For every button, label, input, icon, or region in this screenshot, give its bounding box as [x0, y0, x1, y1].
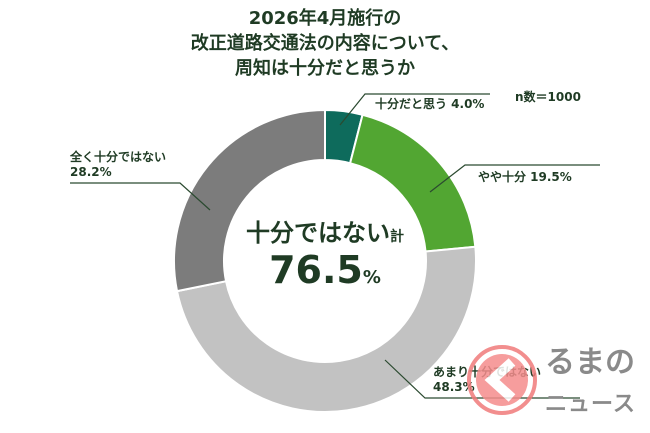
donut-slice-2	[175, 245, 477, 413]
center-label: 十分ではない計	[225, 218, 425, 252]
slice-label-3: 全く十分ではない 28.2%	[70, 150, 166, 180]
slice-label-0: 十分だと思う 4.0%	[375, 97, 485, 111]
title-line-3: 周知は十分だと思うか	[235, 58, 415, 79]
center-value-number: 76.5	[269, 248, 363, 292]
watermark-text: るまの	[545, 345, 635, 380]
watermark-text-2: ニュース	[545, 392, 636, 417]
center-label-text: 十分ではない	[246, 219, 390, 247]
sample-size-note: n数＝1000	[515, 90, 581, 104]
center-value-unit: %	[362, 267, 381, 288]
chart-title: 2026年4月施行の 改正道路交通法の内容について、 周知は十分だと思うか	[0, 6, 650, 81]
slice-label-2-value: 48.3%	[433, 380, 475, 394]
donut-slice-3	[173, 108, 326, 293]
center-label-suffix: 計	[390, 229, 404, 245]
watermark-logo-icon	[467, 345, 537, 415]
leader-line-0	[339, 93, 490, 126]
slice-label-3-name: 全く十分ではない	[70, 150, 167, 164]
slice-label-1: やや十分 19.5%	[478, 170, 572, 184]
title-line-1: 2026年4月施行の	[248, 8, 402, 29]
slice-label-3-value: 28.2%	[70, 165, 112, 179]
center-value: 76.5%	[225, 248, 425, 300]
leader-line-1	[429, 164, 600, 193]
title-line-2: 改正道路交通法の内容について、	[190, 33, 460, 54]
leader-line-3	[70, 182, 211, 211]
